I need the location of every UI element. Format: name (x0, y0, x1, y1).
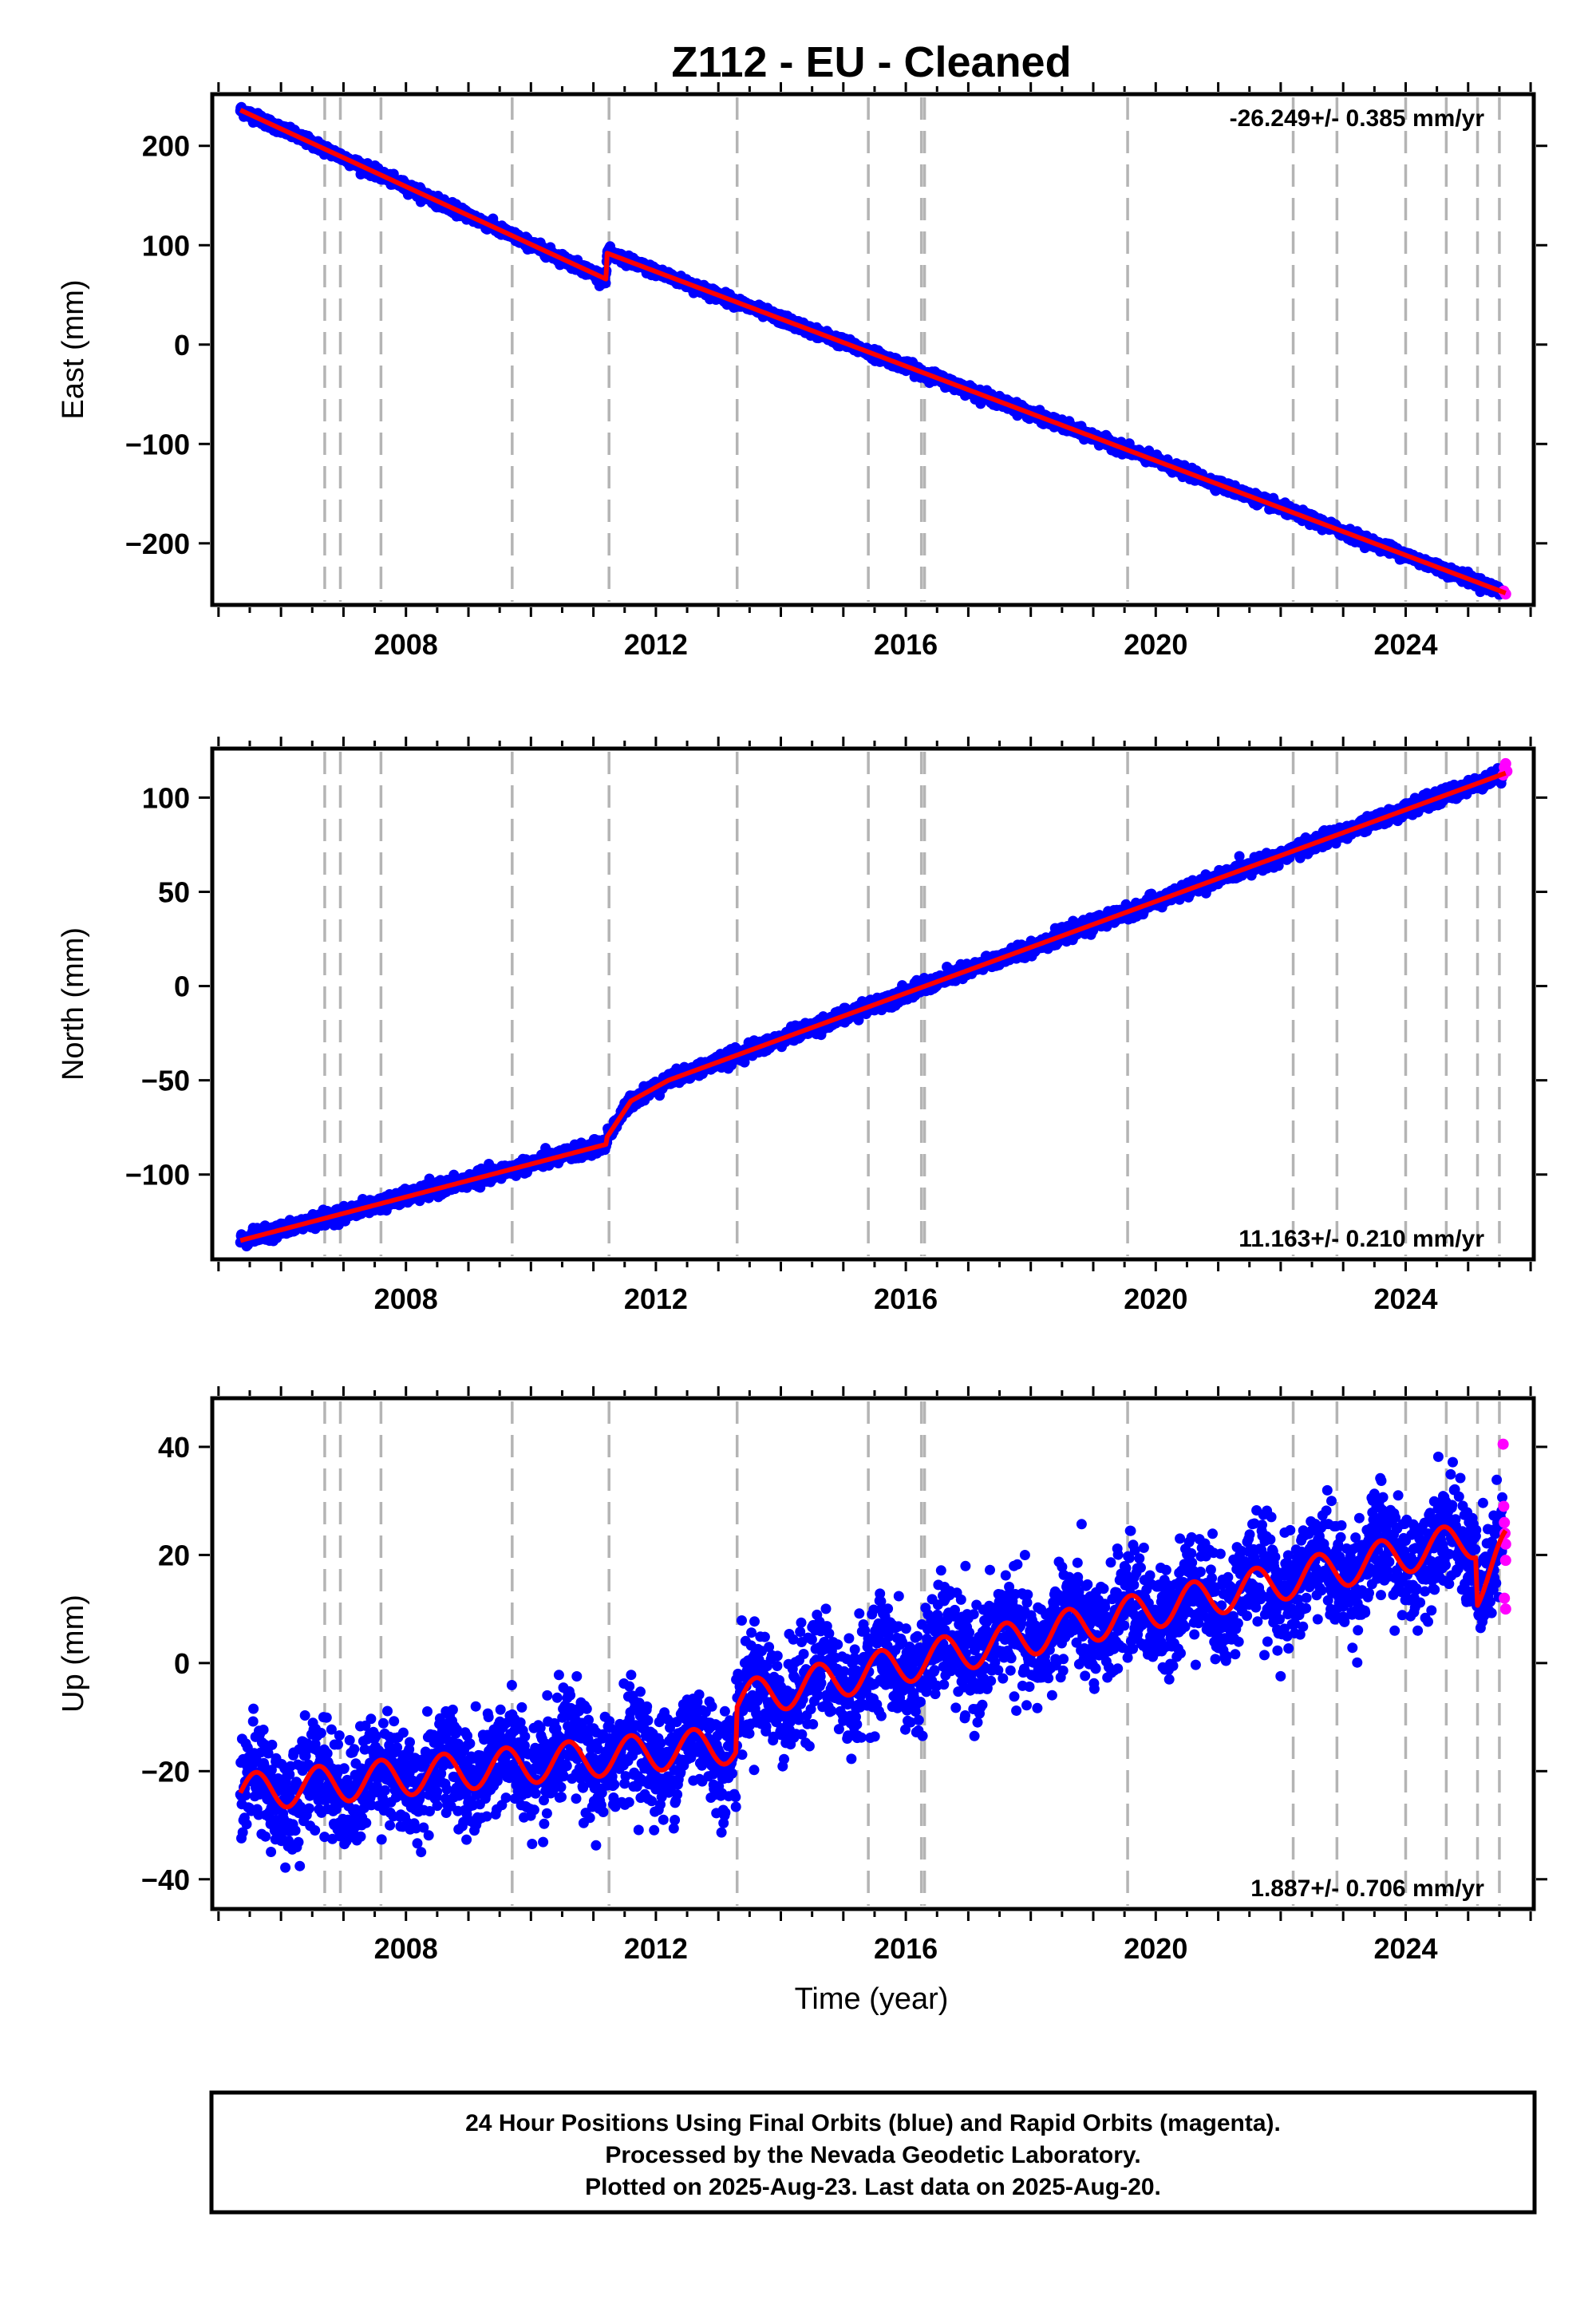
figure-title: Z112 - EU - Cleaned (671, 38, 1071, 86)
x-tick-label: 2016 (874, 628, 938, 661)
y-tick-label: −200 (125, 528, 190, 560)
event-lines (323, 97, 1501, 602)
model-fit-line (239, 108, 1507, 595)
x-tick-label: 2024 (1373, 628, 1437, 661)
x-tick-label: 2020 (1124, 628, 1187, 661)
east-panel: 2008 2012 2016 2020 2024 −200 −100 0 100 200 East … (57, 82, 1547, 661)
y-axis-label: East (mm) (57, 279, 90, 419)
y-tick-label: 200 (142, 130, 190, 163)
final-orbit-point (600, 278, 611, 289)
x-tick-label: 2012 (624, 628, 688, 661)
y-tick-label: −100 (125, 428, 190, 460)
y-tick-label: 100 (142, 229, 190, 262)
rate-label: -26.249+/- 0.385 mm/yr (1230, 105, 1485, 132)
y-tick-label: 0 (174, 329, 190, 362)
x-tick-label: 2008 (374, 628, 438, 661)
